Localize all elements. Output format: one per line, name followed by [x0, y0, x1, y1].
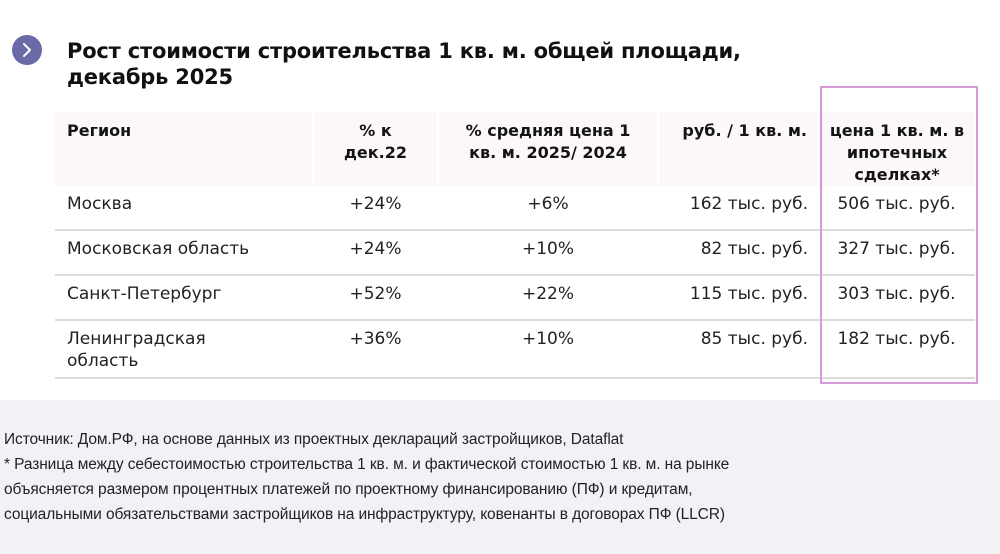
footnote-line-1: * Разница между себестоимостью строитель… [4, 456, 730, 473]
cell-mortgage-price: 182 тыс. руб. [818, 320, 975, 379]
cell-rub-per-sqm: 85 тыс. руб. [658, 320, 818, 379]
col-header-mortgage-price: цена 1 кв. м. в ипотечных сделках* [818, 112, 975, 186]
cell-mortgage-price: 303 тыс. руб. [818, 275, 975, 321]
title-line-1: Рост стоимости строительства 1 кв. м. об… [67, 39, 741, 63]
cell-rub-per-sqm: 162 тыс. руб. [658, 186, 818, 231]
cell-pct-yoy: +6% [438, 186, 658, 231]
cell-region: Москва [55, 186, 313, 231]
cell-pct-dec22: +52% [313, 275, 438, 321]
table-row: Москва +24% +6% 162 тыс. руб. 506 тыс. р… [55, 186, 975, 231]
cell-mortgage-price: 506 тыс. руб. [818, 186, 975, 231]
title-line-2: декабрь 2025 [67, 65, 233, 89]
content-area: Рост стоимости строительства 1 кв. м. об… [12, 35, 978, 384]
cell-pct-dec22: +24% [313, 230, 438, 276]
cell-pct-yoy: +10% [438, 320, 658, 379]
footnote-line-2: объясняется размером процентных платежей… [4, 481, 693, 498]
footer-notes: Источник: Дом.РФ, на основе данных из пр… [0, 400, 1000, 554]
col-header-rub-per-sqm: руб. / 1 кв. м. [658, 112, 819, 186]
cell-region: Санкт-Петербург [55, 275, 313, 321]
table-header-row: Регион % к дек.22 % средняя цена 1 кв. м… [55, 112, 975, 186]
col-header-pct-dec22: % к дек.22 [313, 112, 439, 186]
footnote-line-3: социальными обязательствами застройщиков… [4, 506, 725, 523]
cell-region: Ленинградская область [55, 320, 313, 379]
table-row: Ленинградская область +36% +10% 85 тыс. … [55, 320, 975, 379]
page-title: Рост стоимости строительства 1 кв. м. об… [67, 38, 827, 90]
cell-mortgage-price: 327 тыс. руб. [818, 230, 975, 276]
cell-pct-yoy: +10% [438, 230, 658, 276]
table-row: Московская область +24% +10% 82 тыс. руб… [55, 230, 975, 276]
cell-pct-dec22: +24% [313, 186, 438, 231]
cell-rub-per-sqm: 115 тыс. руб. [658, 275, 818, 321]
cell-pct-yoy: +22% [438, 275, 658, 321]
col-header-region: Регион [55, 112, 314, 186]
table-row: Санкт-Петербург +52% +22% 115 тыс. руб. … [55, 275, 975, 321]
cell-region: Московская область [55, 230, 313, 276]
source-note: Источник: Дом.РФ, на основе данных из пр… [4, 431, 624, 448]
cost-table: Регион % к дек.22 % средняя цена 1 кв. м… [55, 112, 975, 379]
col-header-pct-yoy: % средняя цена 1 кв. м. 2025/ 2024 [438, 112, 659, 186]
cell-pct-dec22: +36% [313, 320, 438, 379]
cell-rub-per-sqm: 82 тыс. руб. [658, 230, 818, 276]
chevron-right-icon[interactable] [12, 35, 42, 65]
